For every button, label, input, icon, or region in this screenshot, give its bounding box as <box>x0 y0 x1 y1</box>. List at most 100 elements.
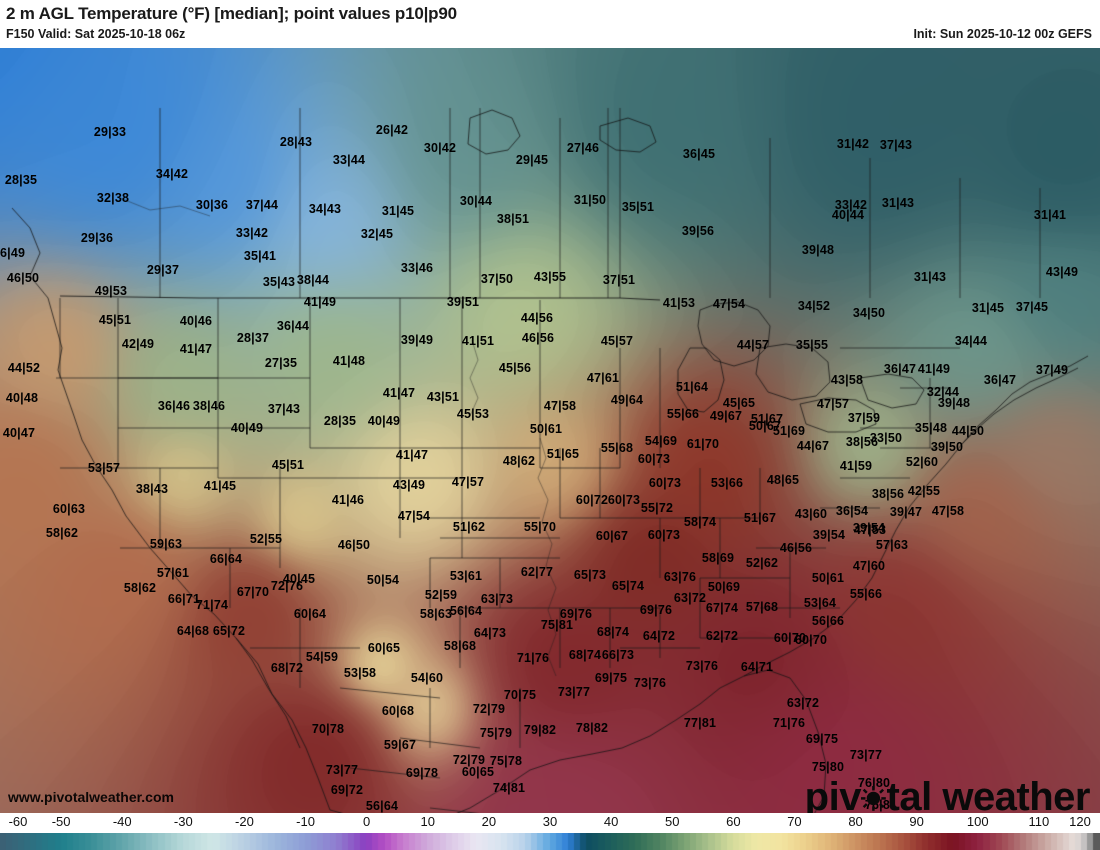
colorbar-tick: 120 <box>1069 814 1091 829</box>
point-value-label: 52|62 <box>745 555 779 570</box>
colorbar-tick: 90 <box>909 814 924 829</box>
point-value-label: 35|48 <box>914 420 948 435</box>
point-value-label: 71|76 <box>772 715 806 730</box>
point-value-label: 46|50 <box>6 270 40 285</box>
point-value-label: 37|51 <box>602 272 636 287</box>
point-value-label: 66|73 <box>601 647 635 662</box>
point-value-label: 31|43 <box>913 269 947 284</box>
colorbar-tick: 80 <box>848 814 863 829</box>
point-value-label: 78|82 <box>575 720 609 735</box>
point-value-label: 51|64 <box>675 379 709 394</box>
point-value-label: 64|68 <box>176 623 210 638</box>
point-value-label: 46|50 <box>337 537 371 552</box>
point-value-label: 40|44 <box>831 207 865 222</box>
point-value-label: 58|68 <box>443 638 477 653</box>
colorbar-tick: 100 <box>966 814 989 829</box>
point-value-label: 28|37 <box>236 330 270 345</box>
map-header: 2 m AGL Temperature (°F) [median]; point… <box>0 0 1100 48</box>
point-value-label: 30|44 <box>459 193 493 208</box>
point-value-label: 40|46 <box>179 313 213 328</box>
point-value-label: 33|44 <box>332 152 366 167</box>
point-value-label: 45|65 <box>722 395 756 410</box>
point-value-label: 47|61 <box>586 370 620 385</box>
point-value-label: 38|43 <box>135 481 169 496</box>
point-value-label: 73|76 <box>633 675 667 690</box>
point-value-label: 44|57 <box>736 337 770 352</box>
point-value-label: 63|73 <box>480 591 514 606</box>
point-value-label: 39|56 <box>681 223 715 238</box>
point-value-label: 51|69 <box>772 423 806 438</box>
point-value-label: 77|81 <box>683 715 717 730</box>
colorbar-tick: -50 <box>51 814 71 829</box>
colorbar-tick: 70 <box>787 814 802 829</box>
point-value-label: 31|41 <box>1033 207 1067 222</box>
point-value-label: 50|61 <box>529 421 563 436</box>
point-value-label: 60|65 <box>367 640 401 655</box>
point-value-label: 62|77 <box>520 564 554 579</box>
point-value-label: 45|56 <box>498 360 532 375</box>
point-value-label: 37|50 <box>480 271 514 286</box>
point-value-label: 58|62 <box>123 580 157 595</box>
point-value-label: 44|56 <box>520 310 554 325</box>
point-value-label: 51|67 <box>750 411 784 426</box>
point-value-label: 33|50 <box>869 430 903 445</box>
point-value-label: 52|59 <box>424 587 458 602</box>
point-value-label: 74|81 <box>492 780 526 795</box>
point-value-label: 42|49 <box>121 336 155 351</box>
point-value-label: 39|54 <box>852 520 886 535</box>
point-value-label: 69|76 <box>639 602 673 617</box>
point-value-label: 45|53 <box>456 406 490 421</box>
point-value-label: 39|50 <box>930 439 964 454</box>
point-value-label: 67|70 <box>236 584 270 599</box>
point-value-label: 58|63 <box>419 606 453 621</box>
point-value-label: 36|46 <box>157 398 191 413</box>
point-value-label: 35|51 <box>621 199 655 214</box>
point-value-label: 68|74 <box>568 647 602 662</box>
point-value-label: 51|62 <box>452 519 486 534</box>
point-value-label: 71|74 <box>195 597 229 612</box>
point-value-label: 33|46 <box>400 260 434 275</box>
site-url-label: www.pivotalweather.com <box>8 789 174 805</box>
temperature-map[interactable]: 29|33 28|43 26|42 30|42 33|44 29|45 27|46 36|45… <box>0 48 1100 813</box>
colorbar-tick: 10 <box>420 814 435 829</box>
point-value-label: 63|72 <box>673 590 707 605</box>
point-value-label: 40|48 <box>5 390 39 405</box>
point-value-label: 45|51 <box>98 312 132 327</box>
point-value-label: 37|43 <box>267 401 301 416</box>
point-value-label: 53|61 <box>449 568 483 583</box>
point-value-label: 56|66 <box>811 613 845 628</box>
point-value-label: 69|75 <box>805 731 839 746</box>
point-value-label: 73|76 <box>685 658 719 673</box>
point-value-label: 73|77 <box>849 747 883 762</box>
point-value-label: 47|58 <box>931 503 965 518</box>
point-value-label: 45|51 <box>271 457 305 472</box>
point-value-label: 38|56 <box>871 486 905 501</box>
point-value-label: 57|68 <box>745 599 779 614</box>
point-value-label: 50|61 <box>811 570 845 585</box>
colorbar-canvas <box>0 833 1100 850</box>
point-value-label: 75|80 <box>811 759 845 774</box>
point-value-label: 60|65 <box>461 764 495 779</box>
point-value-label: 65|73 <box>573 567 607 582</box>
colorbar-tick: -30 <box>173 814 193 829</box>
point-value-label: 39|48 <box>937 395 971 410</box>
point-value-label: 36|45 <box>682 146 716 161</box>
point-value-label: 31|45 <box>381 203 415 218</box>
point-value-label: 34|52 <box>797 298 831 313</box>
point-value-label: 31|43 <box>881 195 915 210</box>
colorbar-tick: 110 <box>1028 814 1050 829</box>
point-value-label: 43|49 <box>392 477 426 492</box>
geography-borders-layer <box>0 48 1100 813</box>
point-value-label: 32|38 <box>96 190 130 205</box>
point-value-label: 49|67 <box>709 408 743 423</box>
point-value-label: 43|51 <box>426 389 460 404</box>
point-value-label: 54|60 <box>410 670 444 685</box>
point-value-label: 40|49 <box>367 413 401 428</box>
point-value-label: 65|74 <box>611 578 645 593</box>
point-value-label: 69|75 <box>594 670 628 685</box>
point-value-label: 67|74 <box>705 600 739 615</box>
point-value-label: 50|54 <box>366 572 400 587</box>
point-value-label: 28|35 <box>4 172 38 187</box>
point-value-label: 46|56 <box>521 330 555 345</box>
